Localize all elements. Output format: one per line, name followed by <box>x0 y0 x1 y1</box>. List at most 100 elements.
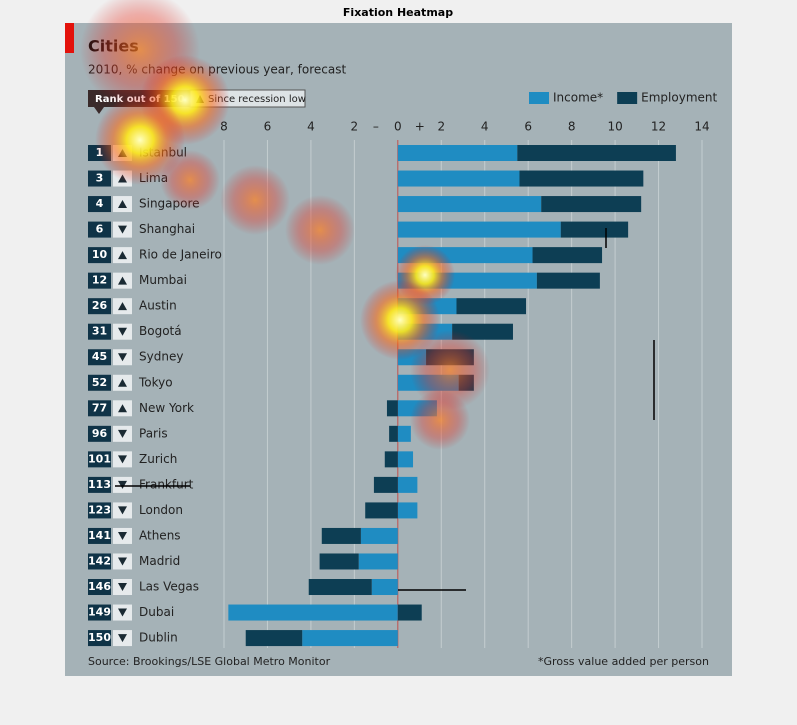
bar <box>373 476 398 493</box>
rank-box <box>88 400 111 417</box>
legend-swatch <box>529 92 549 104</box>
rank-box <box>88 451 111 468</box>
legend-swatch <box>617 92 638 104</box>
rank-box <box>88 527 111 544</box>
bar <box>397 604 422 621</box>
bar <box>386 400 398 417</box>
x-tick-label: 0 <box>394 120 402 134</box>
rank-label: 77 <box>92 401 107 414</box>
category-label: Austin <box>139 299 177 313</box>
heat-blob <box>285 195 355 265</box>
rank-label: 3 <box>96 172 104 185</box>
bar <box>389 425 398 442</box>
trend-down <box>118 327 127 336</box>
rank-box <box>88 476 111 493</box>
x-tick-label: 12 <box>651 120 666 134</box>
category-label: Rio de Janeiro <box>139 248 222 262</box>
rank-box <box>88 298 111 315</box>
bar <box>365 502 398 519</box>
bar <box>397 502 418 519</box>
category-label: New York <box>139 401 194 415</box>
rank-box <box>88 323 111 340</box>
heat-blob <box>95 95 185 185</box>
rank-label: 26 <box>92 299 108 312</box>
x-tick-label: 4 <box>481 120 489 134</box>
trend-down <box>118 480 127 489</box>
x-tick-label: 6 <box>264 120 272 134</box>
rank-label: 10 <box>92 248 108 261</box>
rank-label: 113 <box>88 478 111 491</box>
bar <box>360 527 398 544</box>
bar <box>519 170 644 187</box>
category-label: Las Vegas <box>139 580 199 594</box>
trend-legend: Since recession low <box>208 94 306 105</box>
bar <box>541 196 642 213</box>
accent <box>65 23 74 53</box>
figure-title: Fixation Heatmap <box>343 6 453 19</box>
category-label: Shanghai <box>139 222 195 236</box>
heat-blob <box>160 150 220 210</box>
trend-up <box>118 404 127 413</box>
rank-box <box>88 349 111 366</box>
rank-box <box>88 221 111 238</box>
category-label: Paris <box>139 426 168 440</box>
bar <box>517 145 676 161</box>
rank-label: 101 <box>88 452 111 465</box>
category-label: London <box>139 503 183 517</box>
bar <box>228 604 398 621</box>
trend-down <box>118 634 127 643</box>
gaze-lines <box>115 228 655 591</box>
category-label: Dubai <box>139 605 174 619</box>
bar <box>456 298 527 315</box>
rank-label: 141 <box>88 529 111 542</box>
source: Source: Brookings/LSE Global Metro Monit… <box>88 655 331 668</box>
trend-down <box>118 583 127 592</box>
bar <box>308 579 372 596</box>
bar <box>358 553 398 570</box>
x-tick-label: 6 <box>524 120 532 134</box>
trend-down <box>118 225 127 234</box>
rank-label: 31 <box>92 325 107 338</box>
bar <box>397 425 411 442</box>
rank-box <box>88 247 111 264</box>
bar <box>397 170 520 187</box>
trend-up <box>118 200 127 209</box>
rank-label: 123 <box>88 503 111 516</box>
category-label: Mumbai <box>139 273 187 287</box>
trend-down <box>118 506 127 515</box>
heat-blob <box>220 165 290 235</box>
bar <box>397 221 561 238</box>
bar <box>397 196 542 213</box>
rank-label: 142 <box>88 554 111 567</box>
rank-box <box>88 604 111 621</box>
heat-blob <box>360 280 440 360</box>
sign-label: – <box>373 120 379 134</box>
sign-label: + <box>415 120 425 134</box>
bar <box>532 247 603 264</box>
bar <box>384 451 398 468</box>
legend-label: Employment <box>641 91 717 105</box>
bar <box>560 221 629 238</box>
rank-label: 4 <box>96 197 104 210</box>
trend-up <box>118 302 127 311</box>
rank-box <box>88 425 111 442</box>
rank-label: 96 <box>92 427 108 440</box>
category-label: Zurich <box>139 452 177 466</box>
x-tick-label: 4 <box>307 120 315 134</box>
rank-label: 45 <box>92 350 107 363</box>
bar <box>321 527 361 544</box>
x-tick-label: 2 <box>437 120 445 134</box>
heat-blob <box>410 330 490 410</box>
note: *Gross value added per person <box>538 655 709 668</box>
trend-down <box>118 353 127 362</box>
trend-up <box>118 276 127 285</box>
rank-box <box>88 502 111 519</box>
category-label: Dublin <box>139 631 178 645</box>
rank-legend-pointer <box>94 107 104 114</box>
trend-up <box>118 378 127 387</box>
x-tick-label: 14 <box>694 120 709 134</box>
trend-down <box>118 531 127 540</box>
trend-down <box>118 429 127 438</box>
x-tick-label: 10 <box>607 120 622 134</box>
